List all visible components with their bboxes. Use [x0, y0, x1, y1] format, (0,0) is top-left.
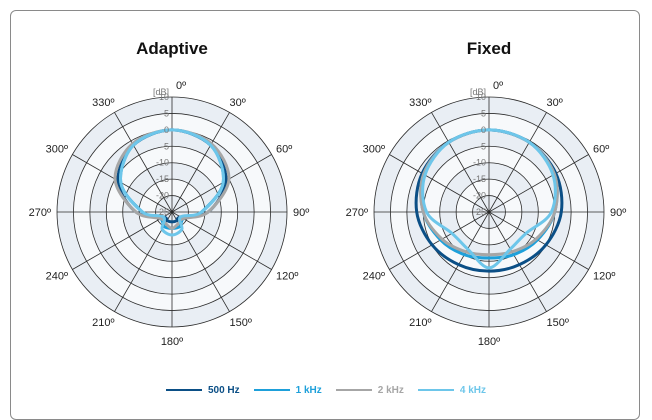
grid-spoke [114, 112, 173, 213]
angle-tick-label: 30º [230, 97, 246, 109]
radial-tick-label: 0 [164, 125, 169, 135]
legend-swatch-1khz [253, 389, 290, 391]
angle-tick-label: 0º [176, 80, 186, 92]
radial-tick-label: -10 [156, 158, 169, 168]
grid-spoke [171, 112, 230, 213]
radial-unit-label: [dB] [470, 87, 486, 97]
legend-item-2khz: 2 kHz [335, 384, 404, 396]
angle-tick-label: 180º [161, 336, 183, 348]
radial-tick-label: 5 [164, 108, 169, 118]
radial-tick-label: 10 [159, 92, 169, 102]
angle-tick-label: 60º [276, 144, 292, 156]
legend-swatch-2khz [335, 389, 372, 391]
angle-tick-label: 0º [493, 80, 503, 92]
legend-swatch-500hz [165, 389, 202, 391]
angle-tick-label: 240º [46, 271, 68, 283]
angle-tick-label: 120º [593, 271, 615, 283]
radial-tick-label: -15 [156, 174, 169, 184]
angle-tick-label: 300º [46, 144, 68, 156]
radial-tick-label: -5 [161, 141, 169, 151]
angle-tick-label: 30º [547, 97, 563, 109]
radial-tick-label: 0 [481, 125, 486, 135]
angle-tick-label: 270º [346, 207, 368, 219]
chart-title: Fixed [467, 39, 511, 58]
grid-spoke [431, 112, 490, 213]
angle-tick-label: 330º [92, 97, 114, 109]
radial-tick-label: -5 [478, 141, 486, 151]
grid-spoke [488, 112, 547, 213]
legend-label-4khz: 4 kHz [459, 384, 487, 396]
angle-tick-label: 270º [29, 207, 51, 219]
angle-tick-label: 330º [409, 97, 431, 109]
series-line-2khz [113, 128, 231, 230]
grid-spoke [488, 154, 589, 213]
series-line-4khz [421, 128, 557, 270]
angle-tick-label: 150º [547, 317, 569, 329]
angle-tick-label: 180º [478, 336, 500, 348]
angle-tick-label: 210º [409, 317, 431, 329]
angle-tick-label: 90º [610, 207, 626, 219]
chart-title: Adaptive [136, 39, 208, 58]
radial-tick-label: -25 [473, 207, 486, 217]
series-line-500hz [116, 128, 228, 224]
legend-item-500hz: 500 Hz [165, 384, 240, 396]
radial-tick-label: -20 [473, 191, 486, 201]
angle-tick-label: 150º [230, 317, 252, 329]
series-line-500hz [414, 128, 564, 273]
legend: 500 Hz 1 kHz 2 kHz 4 kHz [0, 380, 652, 400]
grid-spoke [488, 211, 589, 270]
radial-tick-label: 10 [476, 92, 486, 102]
legend-item-4khz: 4 kHz [417, 384, 487, 396]
radial-tick-label: 5 [481, 108, 486, 118]
angle-tick-label: 90º [293, 207, 309, 219]
radial-tick-label: -15 [473, 174, 486, 184]
legend-item-1khz: 1 kHz [253, 384, 322, 396]
legend-label-1khz: 1 kHz [295, 384, 322, 396]
legend-label-2khz: 2 kHz [377, 384, 404, 396]
radial-tick-label: -10 [473, 158, 486, 168]
angle-tick-label: 300º [363, 144, 385, 156]
angle-tick-label: 60º [593, 144, 609, 156]
grid-spoke [389, 154, 490, 213]
angle-tick-label: 240º [363, 271, 385, 283]
legend-swatch-4khz [417, 389, 454, 391]
polar-chart-fixed: 10 5 0 -5 -10 -15 -20 -25 [dB] 0º 30º 60º 90º 120º 150… [346, 39, 627, 348]
radial-unit-label: [dB] [153, 87, 169, 97]
legend-label-500hz: 500 Hz [207, 384, 240, 396]
grid-spoke [431, 211, 490, 312]
series-line-2khz [419, 128, 559, 257]
angle-tick-label: 210º [92, 317, 114, 329]
grid-spoke [72, 211, 173, 270]
angle-tick-label: 120º [276, 271, 298, 283]
grid-spoke [171, 211, 272, 270]
radial-tick-label: -20 [156, 191, 169, 201]
polar-chart-adaptive: 10 5 0 -5 -10 -15 -20 -25 [dB] 0º 30º 60º 90º 120º 150… [29, 39, 310, 348]
series-line-4khz [119, 128, 225, 237]
grid-spoke [389, 211, 490, 270]
grid-spoke [488, 211, 547, 312]
radial-tick-label: -25 [156, 207, 169, 217]
